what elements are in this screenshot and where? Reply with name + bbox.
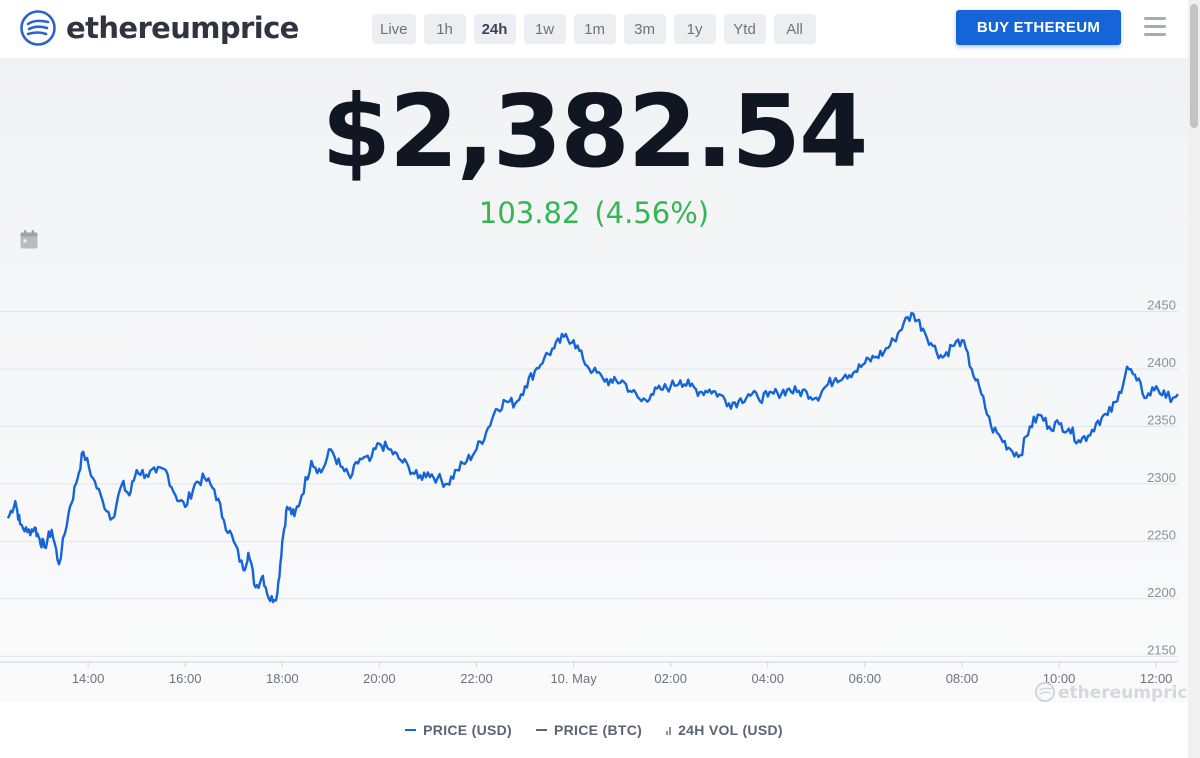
range-tab-1m[interactable]: 1m (573, 14, 616, 44)
page-scrollbar[interactable] (1188, 0, 1200, 758)
x-axis-labels: 14:00 16:00 18:00 20:00 22:00 10. May 02:00 04:… (72, 662, 1173, 686)
time-range-tabs: Live 1h 24h 1w 1m 3m 1y Ytd All (372, 14, 824, 44)
x-tick-label: 22:00 (460, 671, 493, 686)
range-tab-1y[interactable]: 1y (673, 14, 716, 44)
range-tab-all[interactable]: All (773, 14, 816, 44)
legend-label-vol: 24H VOL (USD) (678, 722, 783, 738)
scrollbar-thumb[interactable] (1190, 4, 1198, 128)
legend-line-btc (536, 729, 547, 731)
legend-label-usd: PRICE (USD) (423, 722, 512, 738)
range-tab-live[interactable]: Live (372, 14, 416, 44)
chart-watermark: ethereumprice (1035, 682, 1199, 703)
price-hero (0, 58, 1188, 702)
y-tick-label: 2200 (1147, 585, 1176, 600)
current-price: $2,382.54 (321, 73, 868, 190)
x-tick-label: 10:00 (1043, 671, 1076, 686)
price-change: 103.82 (4.56%) (0, 196, 1188, 230)
chart-series (6, 311, 1179, 604)
watermark-text: ethereumprice (1058, 683, 1199, 703)
x-tick-label: 12:00 (1140, 671, 1173, 686)
hamburger-menu-icon[interactable] (1144, 17, 1166, 37)
y-tick-label: 2350 (1147, 412, 1176, 427)
x-tick-label: 02:00 (654, 671, 687, 686)
legend-vol-usd[interactable]: 24H VOL (USD) (666, 722, 783, 738)
price-change-absolute: 103.82 (478, 196, 581, 230)
legend-price-usd[interactable]: PRICE (USD) (405, 722, 512, 738)
price-change-percent: (4.56%) (594, 196, 710, 230)
y-tick-label: 2400 (1147, 355, 1176, 370)
y-tick-label: 2300 (1147, 470, 1176, 485)
range-tab-1h[interactable]: 1h (423, 14, 466, 44)
legend-label-btc: PRICE (BTC) (554, 722, 643, 738)
range-tab-24h[interactable]: 24h (473, 14, 516, 44)
x-tick-label: 20:00 (363, 671, 396, 686)
volume-bars-icon (666, 725, 672, 735)
x-tick-label: 14:00 (72, 671, 105, 686)
x-tick-label: 16:00 (169, 671, 202, 686)
calendar-icon[interactable] (20, 230, 38, 249)
range-tab-3m[interactable]: 3m (623, 14, 666, 44)
legend-line-usd (405, 729, 417, 731)
range-tab-1w[interactable]: 1w (523, 14, 566, 44)
logo[interactable]: ethereumprice (20, 10, 299, 46)
chart-gridlines (0, 310, 1178, 663)
y-tick-label: 2250 (1147, 527, 1176, 542)
logo-text: ethereumprice (66, 11, 299, 45)
top-bar: ethereumprice Live 1h 24h 1w 1m 3m 1y Yt… (0, 0, 1200, 58)
x-tick-label: 08:00 (946, 671, 979, 686)
buy-ethereum-button[interactable]: BUY ETHEREUM (956, 10, 1121, 45)
chart-legend: PRICE (USD) PRICE (BTC) 24H VOL (USD) (0, 702, 1188, 758)
y-axis-labels: 2150 2200 2250 2300 2350 2400 2450 (1147, 297, 1176, 657)
y-tick-label: 2450 (1147, 297, 1176, 312)
x-tick-label: 10. May (550, 671, 597, 686)
y-tick-label: 2150 (1147, 642, 1176, 657)
x-tick-label: 04:00 (751, 671, 784, 686)
ethereumprice-logo-icon (20, 10, 56, 46)
range-tab-ytd[interactable]: Ytd (723, 14, 766, 44)
x-tick-label: 06:00 (849, 671, 882, 686)
legend-price-btc[interactable]: PRICE (BTC) (536, 722, 642, 738)
price-usd-line[interactable] (6, 311, 1179, 604)
x-tick-label: 18:00 (266, 671, 299, 686)
